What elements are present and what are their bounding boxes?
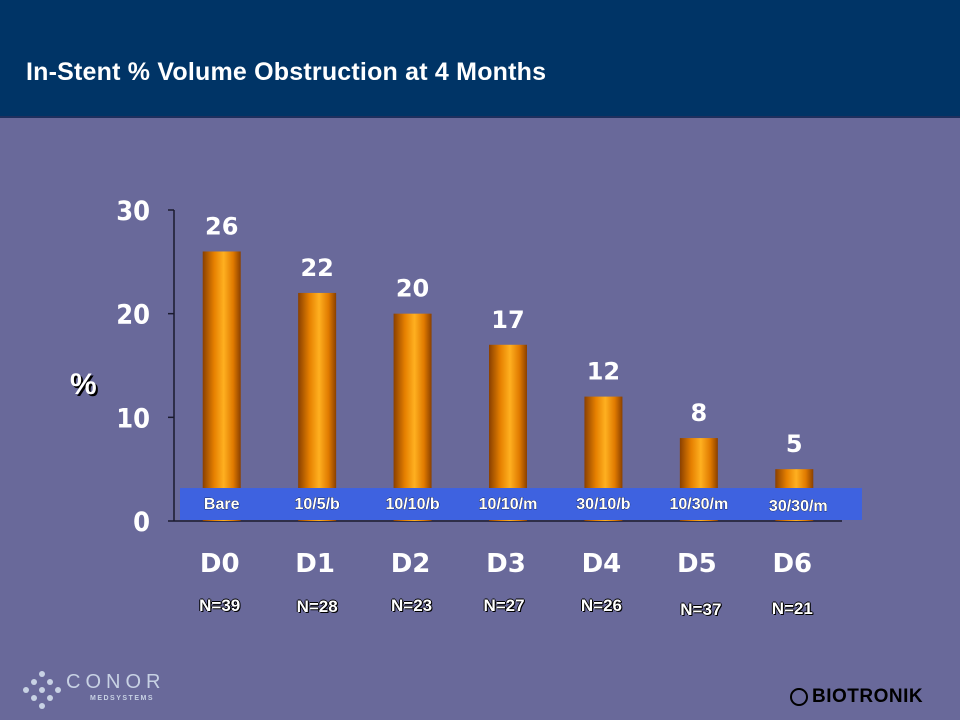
sample-size-label: N=28 [296,597,338,616]
bar-d1 [298,292,337,521]
y-tick-label: 20 [116,300,150,331]
sample-size-label: N=39 [199,596,241,615]
y-tick-label: 10 [116,403,150,434]
x-tick-label: D6 [772,549,812,579]
sample-size-label: N=26 [580,596,622,615]
y-tick-label: 0 [133,507,150,538]
data-label: 12 [587,358,620,386]
title-bar: In-Stent % Volume Obstruction at 4 Month… [0,0,960,118]
x-tick-label: D2 [391,549,431,579]
device-label: Bare [204,496,240,513]
data-label: 26 [205,212,238,240]
device-label: 10/30/m [669,496,728,513]
data-label: 8 [691,399,708,427]
bar-d0 [202,251,241,521]
sample-size-label: N=27 [483,596,525,615]
conor-logo-text: CONOR [66,671,166,693]
x-tick-label: D5 [677,549,717,579]
biotronik-mark-icon [790,688,808,706]
bar-d2 [393,313,432,521]
conor-logo-subtext: MEDSYSTEMS [90,695,155,702]
data-label: 5 [786,430,803,458]
device-label: 30/30/m [769,498,828,515]
x-tick-label: D1 [295,549,335,579]
data-label: 20 [396,275,429,303]
data-label: 22 [300,254,333,282]
device-band [180,488,862,520]
sample-size-label: N=21 [771,599,813,618]
y-axis-label: % [70,368,97,401]
x-tick-label: D4 [582,549,622,579]
device-label: 10/5/b [294,496,340,513]
x-tick-label: D3 [486,549,526,579]
conor-medsystems-logo: CONOR MEDSYSTEMS [22,668,172,712]
device-label: 30/10/b [576,496,630,513]
sample-size-label: N=23 [391,596,433,615]
device-label: 10/10/b [385,496,439,513]
device-label: 10/10/m [479,496,538,513]
biotronik-logo-text: BIOTRONIK [812,686,924,707]
biotronik-logo: BIOTRONIK [790,686,950,710]
slide-title: In-Stent % Volume Obstruction at 4 Month… [26,58,547,86]
sample-size-label: N=37 [680,600,722,619]
data-label: 17 [491,306,524,334]
y-tick-label: 30 [116,196,150,227]
x-tick-label: D0 [200,549,240,579]
conor-diamond-icon [23,671,61,709]
